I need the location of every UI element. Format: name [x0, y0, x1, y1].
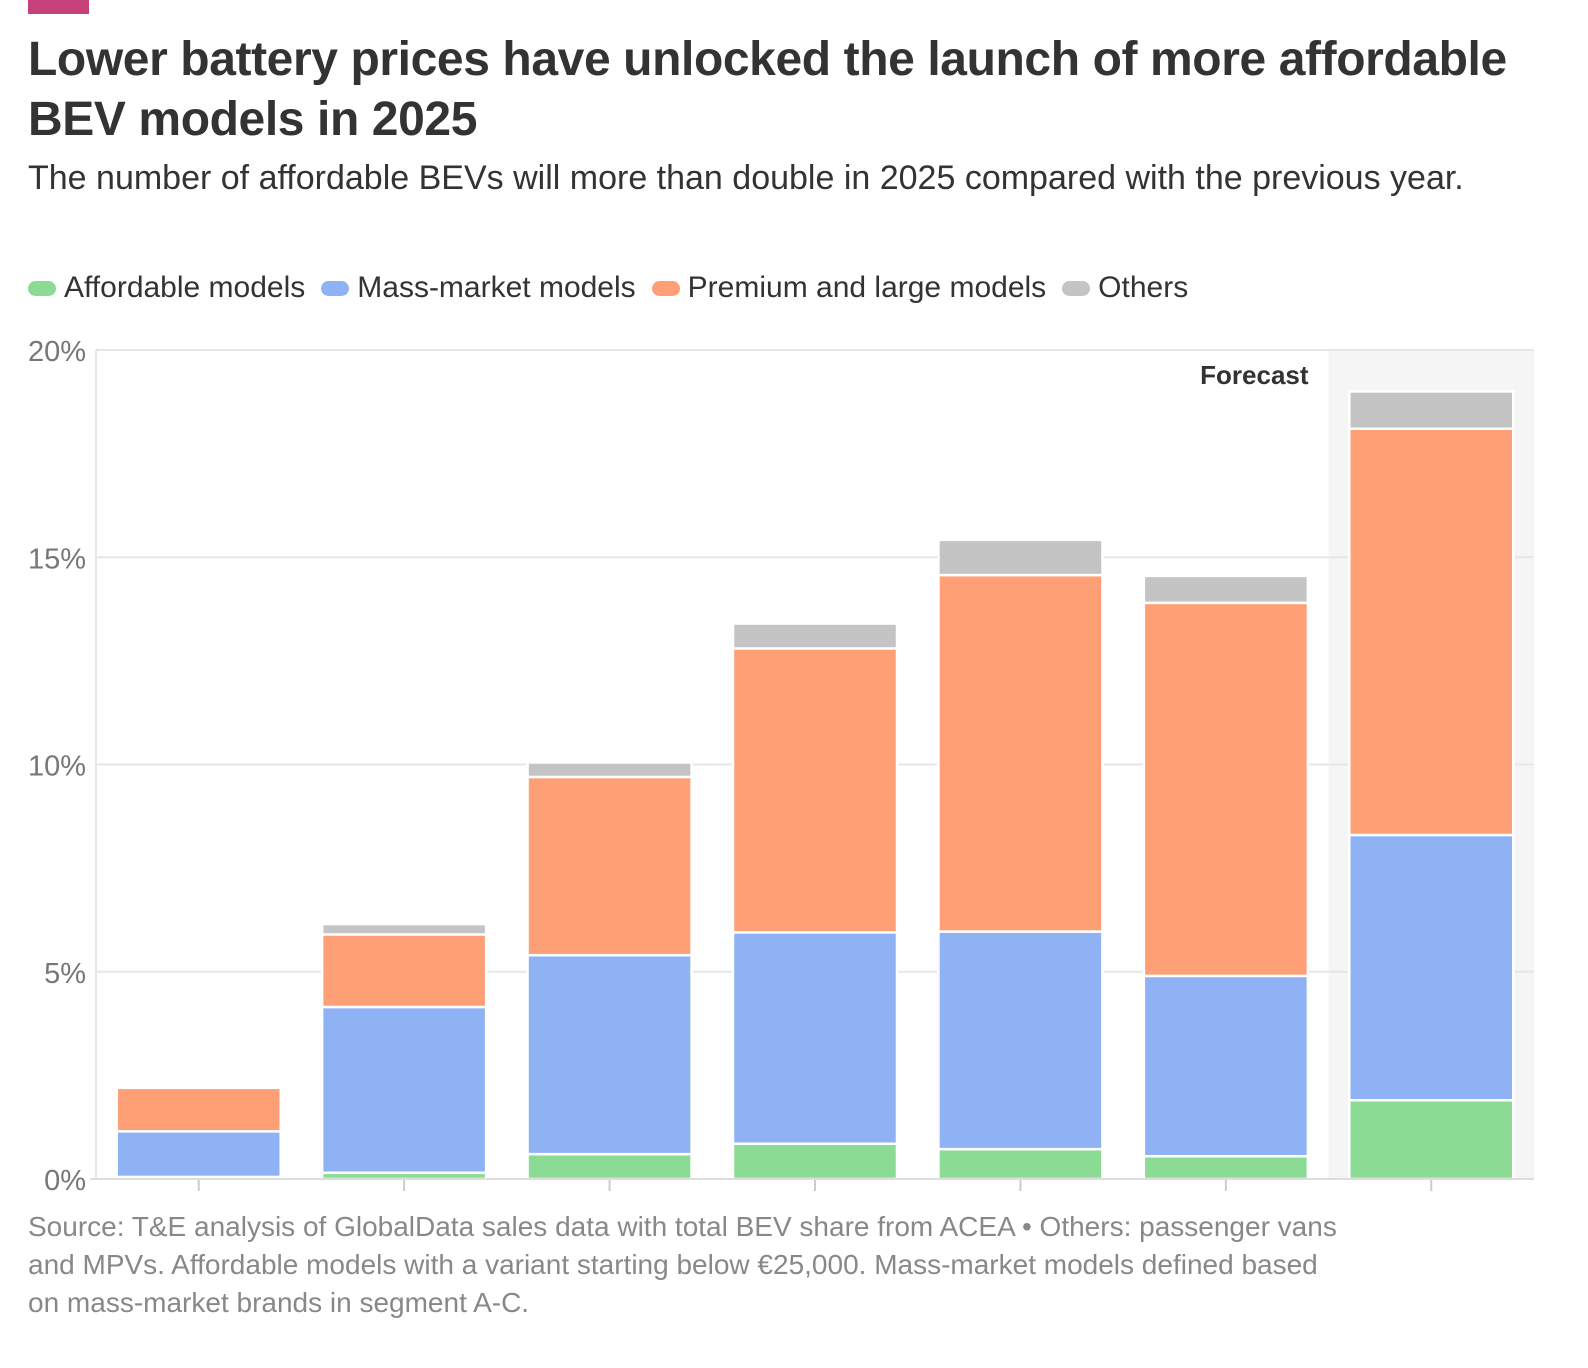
bar-segment-others	[1348, 390, 1515, 431]
bar-segment-mass-market	[1348, 833, 1515, 1102]
forecast-label: Forecast	[1200, 360, 1309, 390]
bar-segment-mass-market	[731, 931, 899, 1146]
legend-swatch-others	[1062, 280, 1091, 296]
bar-segment-premium	[526, 775, 693, 957]
y-tick-label: 5%	[44, 958, 86, 990]
legend-item-affordable: Affordable models	[28, 271, 305, 305]
bar-segment-others	[320, 922, 488, 936]
stacked-bar-chart: 0% 5% 10% 15% 20% Forecast	[28, 336, 1534, 1197]
legend-item-others: Others	[1062, 271, 1188, 305]
bar-segment-premium	[731, 647, 899, 934]
bar-segment-others	[937, 538, 1104, 577]
bar-segment-affordable	[1142, 1154, 1310, 1181]
bar-segment-mass-market	[1142, 974, 1310, 1158]
legend-item-premium: Premium and large models	[651, 271, 1047, 305]
bar-segment-others	[115, 1084, 282, 1090]
bar-segment-premium	[320, 933, 488, 1009]
y-tick-label: 10%	[28, 751, 86, 783]
legend-label-premium: Premium and large models	[687, 271, 1047, 304]
source-note: Source: T&E analysis of GlobalData sales…	[28, 1211, 1337, 1318]
bar-segment-affordable	[1348, 1098, 1515, 1181]
chart-title: Lower battery prices have unlocked the l…	[28, 33, 1507, 146]
bar-segment-others	[1142, 574, 1310, 605]
y-tick-label: 20%	[28, 336, 86, 368]
bar-segment-premium	[1348, 427, 1515, 837]
legend-swatch-mass-market	[321, 280, 350, 296]
chart-subtitle: The number of affordable BEVs will more …	[28, 159, 1464, 197]
bar-segment-premium	[1142, 601, 1310, 978]
y-tick-label: 15%	[28, 543, 86, 575]
bar-segment-mass-market	[320, 1005, 488, 1175]
legend-swatch-premium	[651, 280, 680, 296]
legend-label-mass-market: Mass-market models	[357, 271, 636, 304]
bar-segment-affordable	[937, 1147, 1104, 1181]
accent-bar	[28, 0, 89, 14]
legend-label-others: Others	[1098, 271, 1189, 304]
bar-segment-premium	[937, 573, 1104, 933]
bar-segment-affordable	[526, 1152, 693, 1181]
y-tick-label: 0%	[44, 1165, 86, 1197]
bar-segment-others	[526, 761, 693, 779]
bar-segment-others	[731, 622, 899, 650]
legend: Affordable models Mass-market models Pre…	[28, 268, 1204, 308]
bar-segment-mass-market	[526, 953, 693, 1156]
bar-segment-mass-market	[937, 930, 1104, 1151]
bar-segment-mass-market	[115, 1130, 282, 1179]
bar-segment-affordable	[731, 1142, 899, 1181]
bar-segment-premium	[115, 1086, 282, 1133]
legend-label-affordable: Affordable models	[64, 271, 306, 304]
legend-swatch-affordable	[28, 280, 56, 296]
legend-item-mass-market: Mass-market models	[321, 271, 636, 305]
